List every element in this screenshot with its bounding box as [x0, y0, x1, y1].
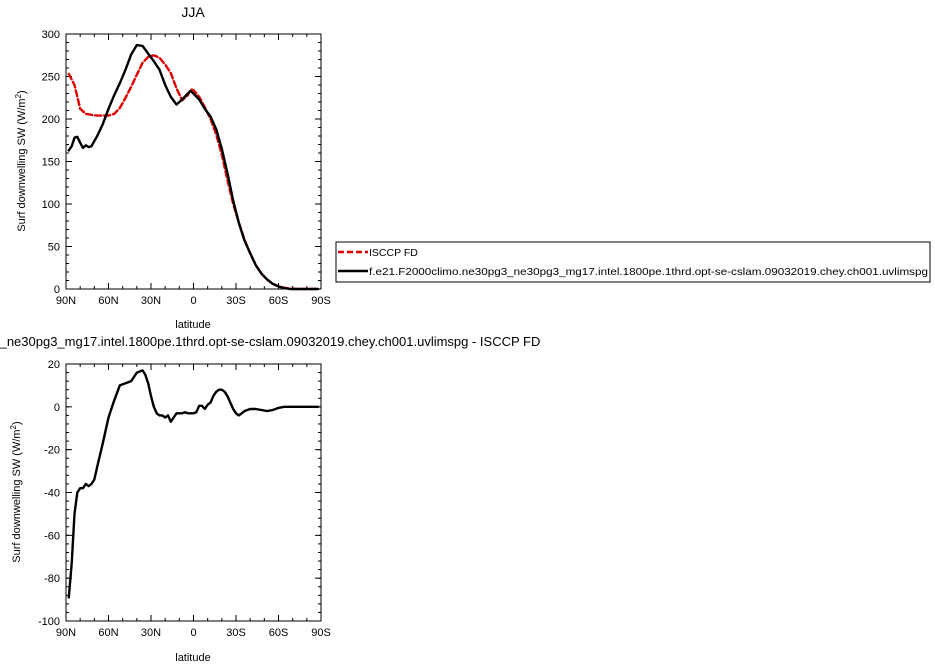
bottom-series-line-0 [67, 369, 320, 599]
legend-label-isccp: ISCCP FD [369, 247, 418, 259]
bottom-x-tick-label: 90N [56, 627, 76, 639]
bottom-x-tick-label: 0 [190, 627, 196, 639]
top-chart: JJA 90N 60N 30N 0 30S 60S 90S 0 50 100 150 200 250 30… [14, 4, 331, 331]
legend-box [335, 241, 931, 283]
top-x-tick-label: 90S [311, 295, 331, 307]
legend-label-model: f.e21.F2000climo.ne30pg3_ne30pg3_mg17.in… [369, 266, 928, 278]
top-y-tick-label: 200 [42, 114, 60, 126]
bottom-plot-frame [65, 363, 322, 622]
bottom-x-tick-label: 90S [311, 627, 331, 639]
bottom-x-tick-label: 30S [226, 627, 246, 639]
bottom-y-tick-label: -40 [44, 488, 60, 500]
top-y-tick-label: 250 [42, 72, 60, 84]
top-x-tick-label: 0 [190, 295, 196, 307]
top-x-tick-label: 90N [56, 295, 76, 307]
top-series-line-0 [67, 54, 320, 291]
bottom-y-tick-label: -100 [38, 616, 60, 628]
top-series-line-1 [67, 43, 320, 291]
top-x-tick-label: 30N [141, 295, 161, 307]
top-y-tick-label: 300 [42, 29, 60, 41]
bottom-y-tick-label: -20 [44, 445, 60, 457]
top-x-tick-label: 60S [269, 295, 289, 307]
bottom-x-tick-label: 60N [98, 627, 118, 639]
top-chart-title: JJA [181, 4, 205, 20]
top-x-axis-label: latitude [175, 319, 210, 331]
bottom-y-tick-label: 0 [54, 402, 60, 414]
top-y-tick-label: 0 [54, 284, 60, 296]
bottom-y-tick-label: 20 [48, 359, 60, 371]
top-y-axis-label: Surf downwelling SW (W/m2) [14, 90, 28, 231]
bottom-chart-title: f.e21.F2000climo.ne30pg3_ne30pg3_mg17.in… [0, 334, 540, 349]
top-y-tick-label: 50 [48, 242, 60, 254]
top-plot-area: 90N 60N 30N 0 30S 60S 90S 0 50 100 150 200 250 300 [42, 29, 331, 307]
bottom-x-axis-label: latitude [175, 652, 210, 664]
bottom-x-tick-label: 30N [141, 627, 161, 639]
bottom-y-tick-label: -60 [44, 530, 60, 542]
bottom-y-tick-label: -80 [44, 573, 60, 585]
top-x-tick-label: 60N [98, 295, 118, 307]
top-x-tick-label: 30S [226, 295, 246, 307]
legend: ISCCP FD f.e21.F2000climo.ne30pg3_ne30pg… [335, 241, 931, 283]
bottom-x-tick-label: 60S [269, 627, 289, 639]
bottom-plot-area: 90N 60N 30N 0 30S 60S 90S -100 -80 -60 -40 -20 0 20 [38, 359, 331, 639]
top-y-tick-label: 100 [42, 199, 60, 211]
top-plot-frame [65, 33, 322, 290]
top-y-tick-label: 150 [42, 157, 60, 169]
bottom-chart: f.e21.F2000climo.ne30pg3_ne30pg3_mg17.in… [0, 334, 540, 664]
bottom-y-axis-label: Surf downwelling SW (W/m2) [9, 421, 23, 562]
